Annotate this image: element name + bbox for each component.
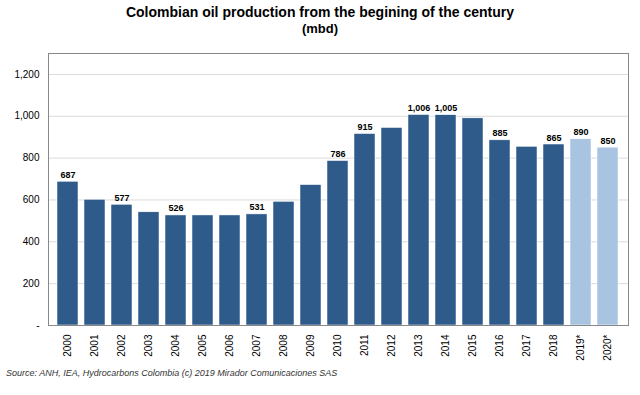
svg-text:2000: 2000 — [62, 334, 73, 357]
svg-text:915: 915 — [357, 122, 372, 132]
svg-text:1,005: 1,005 — [435, 103, 458, 113]
svg-text:2011: 2011 — [359, 334, 370, 356]
svg-text:1,000: 1,000 — [14, 110, 39, 121]
svg-text:2018: 2018 — [548, 334, 559, 357]
html-text:(mbd): (mbd) — [301, 21, 338, 36]
svg-text:531: 531 — [249, 202, 264, 212]
svg-text:2006: 2006 — [224, 334, 235, 357]
svg-text:850: 850 — [600, 136, 615, 146]
svg-text:885: 885 — [492, 128, 507, 138]
svg-text:-: - — [36, 320, 39, 331]
svg-text:800: 800 — [23, 152, 40, 163]
svg-text:600: 600 — [23, 194, 40, 205]
svg-text:2003: 2003 — [143, 334, 154, 357]
svg-text:2005: 2005 — [197, 334, 208, 357]
svg-text:2010: 2010 — [332, 334, 343, 357]
svg-text:2012: 2012 — [386, 334, 397, 357]
svg-text:200: 200 — [23, 278, 40, 289]
svg-text:890: 890 — [573, 127, 588, 137]
html-text:Colombian oil production from: Colombian oil production from the begini… — [125, 4, 514, 20]
svg-text:2016: 2016 — [494, 334, 505, 357]
html-text:Source: ANH, IEA, Hydrocarbons: Source: ANH, IEA, Hydrocarbons Colombia … — [6, 368, 338, 378]
svg-text:1,200: 1,200 — [14, 69, 39, 80]
svg-text:2014: 2014 — [440, 334, 451, 357]
svg-text:2013: 2013 — [413, 334, 424, 357]
svg-text:1,006: 1,006 — [408, 103, 431, 113]
svg-text:2008: 2008 — [278, 334, 289, 357]
svg-text:400: 400 — [23, 236, 40, 247]
svg-text:2020*: 2020* — [602, 334, 613, 360]
svg-text:2015: 2015 — [467, 334, 478, 357]
svg-text:2007: 2007 — [251, 334, 262, 357]
svg-text:2002: 2002 — [116, 334, 127, 357]
svg-text:2009: 2009 — [305, 334, 316, 357]
svg-text:577: 577 — [114, 193, 129, 203]
svg-text:2019*: 2019* — [575, 334, 586, 360]
svg-text:526: 526 — [168, 203, 183, 213]
svg-text:2001: 2001 — [89, 334, 100, 357]
svg-text:687: 687 — [60, 170, 75, 180]
svg-text:2004: 2004 — [170, 334, 181, 357]
svg-text:786: 786 — [330, 149, 345, 159]
svg-text:2017: 2017 — [521, 334, 532, 357]
svg-text:865: 865 — [546, 133, 561, 143]
